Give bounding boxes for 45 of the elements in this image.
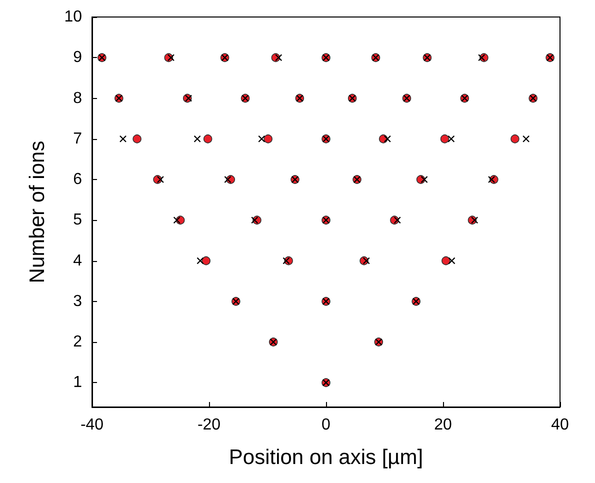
x-tick-label: -40 (80, 416, 104, 434)
y-tick-label: 5 (73, 212, 82, 229)
point (132, 134, 142, 144)
point (448, 135, 455, 142)
x-tick-label: 0 (322, 416, 331, 434)
point (470, 216, 478, 224)
point (156, 176, 164, 184)
point (264, 134, 272, 144)
y-tick-label: 9 (73, 49, 82, 66)
point (478, 54, 486, 62)
point (258, 135, 266, 142)
y-tick-label: 6 (73, 171, 82, 188)
point (510, 134, 520, 144)
point (420, 176, 428, 184)
x-tick-label: -20 (197, 416, 221, 434)
point (448, 257, 456, 264)
point (167, 54, 175, 62)
point (488, 176, 496, 184)
point (282, 257, 290, 264)
x-tick-label: 40 (551, 416, 569, 434)
y-tick-label: 10 (64, 8, 82, 26)
point (251, 216, 258, 224)
point (194, 135, 201, 142)
point (275, 54, 282, 62)
point (362, 257, 370, 264)
point (202, 256, 210, 266)
point (196, 257, 204, 264)
y-tick-label: 2 (73, 334, 82, 350)
point (384, 135, 392, 142)
y-tick-label: 1 (73, 374, 82, 392)
point (394, 216, 401, 224)
y-tick-label: 3 (73, 292, 82, 310)
x-axis-title: Position on axis [µm] (228, 446, 424, 469)
y-tick-label: 7 (73, 130, 82, 148)
y-tick-label: 8 (73, 90, 82, 107)
point (224, 176, 232, 184)
point (442, 256, 450, 266)
point (173, 216, 180, 224)
point (203, 134, 212, 144)
point (522, 135, 530, 142)
point (440, 134, 450, 144)
point (119, 135, 127, 142)
x-tick-label: 20 (434, 416, 452, 434)
y-tick-label: 4 (73, 252, 82, 270)
y-axis-title: Number of ions (26, 140, 49, 284)
